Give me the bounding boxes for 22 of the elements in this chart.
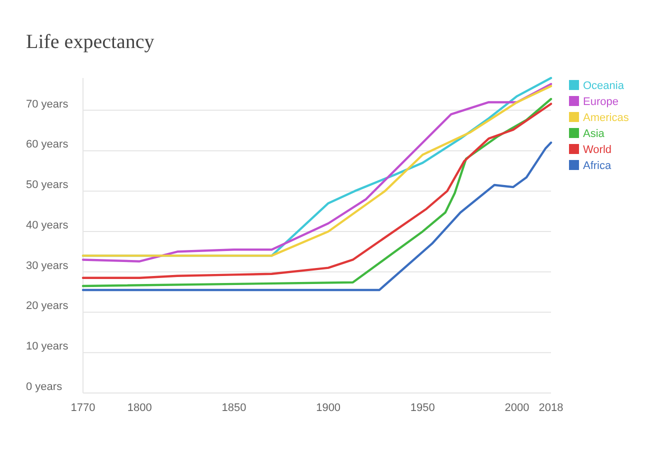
legend-label: Europe [583, 96, 618, 108]
legend-label: Asia [583, 128, 606, 140]
chart-title: Life expectancy [26, 31, 154, 53]
y-tick-label: 50 years [26, 179, 69, 192]
y-tick-label: 70 years [26, 98, 69, 110]
x-tick-label: 2000 [504, 402, 530, 414]
x-tick-label: 1770 [70, 402, 96, 414]
y-tick-label: 10 years [26, 340, 69, 353]
y-tick-label: 20 years [26, 300, 69, 312]
x-tick-label: 1850 [222, 402, 246, 414]
x-tick-label: 1900 [316, 402, 341, 414]
x-tick-label: 2018 [538, 402, 564, 414]
y-tick-label: 0 years [26, 381, 63, 393]
legend-label: Americas [583, 112, 630, 124]
y-tick-label: 30 years [26, 260, 69, 272]
legend-label: Oceania [583, 80, 625, 92]
y-tick-label: 60 years [26, 138, 69, 151]
legend-label: World [583, 144, 612, 156]
legend-label: Africa [583, 160, 612, 172]
y-tick-label: 40 years [26, 219, 69, 232]
x-tick-label: 1950 [410, 402, 435, 414]
x-tick-label: 1800 [127, 402, 152, 414]
